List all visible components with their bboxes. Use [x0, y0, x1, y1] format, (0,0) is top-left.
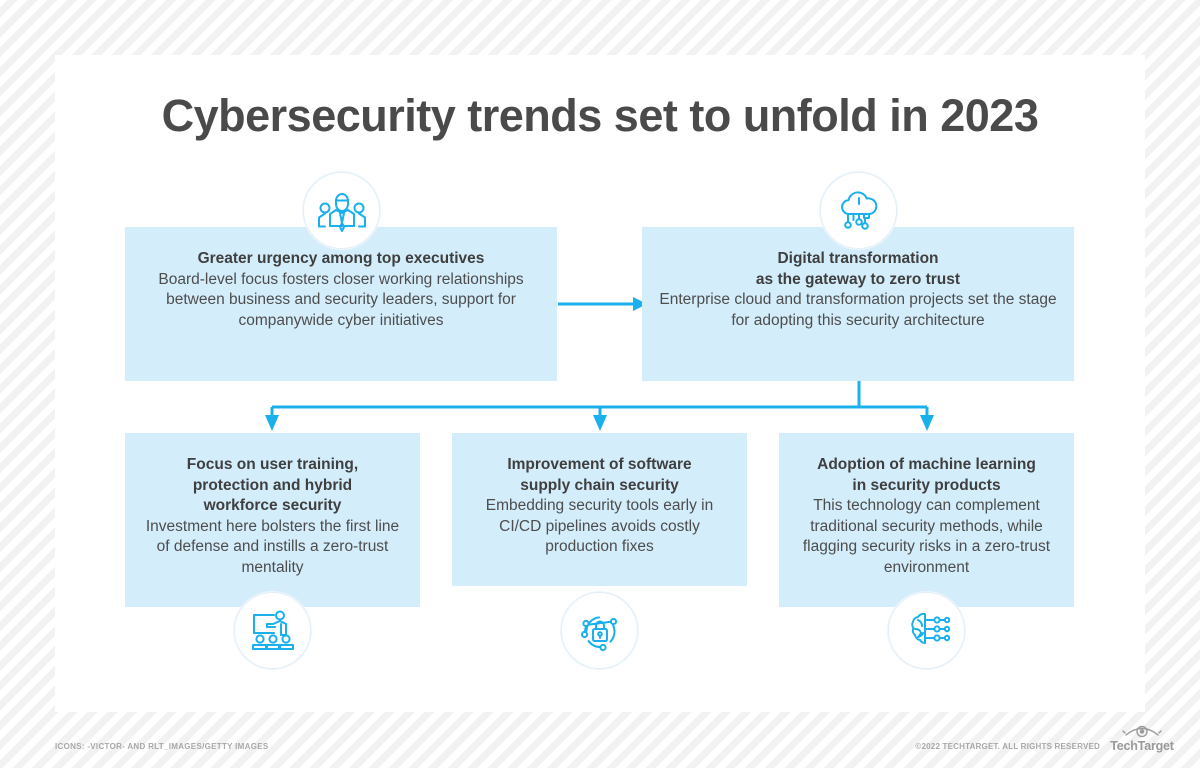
- user-training-icon: [234, 592, 311, 669]
- trend-body: This technology can complement tradition…: [802, 497, 1051, 576]
- trend-body: Enterprise cloud and transformation proj…: [659, 291, 1057, 329]
- trend-card-executives: Greater urgency among top executives Boa…: [125, 227, 557, 381]
- brain-circuit-icon: [888, 592, 965, 669]
- copyright-notice: ©2022 TECHTARGET. ALL RIGHTS RESERVED: [915, 742, 1100, 751]
- trend-heading-line2: as the gateway to zero trust: [755, 270, 961, 288]
- arrow-to-training: [265, 407, 279, 431]
- trend-card-digital-transformation: Digital transformation as the gateway to…: [642, 227, 1074, 381]
- arrow-to-supply: [593, 407, 607, 431]
- trend-heading-line1: Digital transformation: [777, 250, 939, 267]
- trend-heading-line2: protection and hybrid: [192, 476, 353, 494]
- trend-body: Investment here bolsters the first line …: [145, 517, 400, 576]
- trend-heading: Greater urgency among top executives: [197, 250, 485, 267]
- trend-heading-line1: Focus on user training,: [186, 456, 359, 473]
- icon-credit: ICONS: -VICTOR- AND RLT_IMAGES/GETTY IMA…: [55, 742, 269, 751]
- arrow-exec-to-digital: [558, 297, 647, 311]
- cloud-network-icon: [820, 172, 897, 249]
- trend-body: Embedding security tools early in CI/CD …: [485, 497, 714, 555]
- page-title: Cybersecurity trends set to unfold in 20…: [161, 90, 1039, 141]
- trend-card-supply-chain: Improvement of software supply chain sec…: [452, 433, 747, 586]
- eye-icon: [1122, 725, 1162, 738]
- techtarget-logo: TechTarget: [1106, 722, 1178, 760]
- trend-body: Board-level focus fosters closer working…: [158, 270, 524, 329]
- trend-heading-line2: in security products: [852, 476, 1001, 494]
- trend-heading-line3: workforce security: [203, 497, 342, 514]
- executive-team-icon: [303, 172, 380, 249]
- arrow-to-ml: [920, 407, 934, 431]
- trend-card-machine-learning: Adoption of machine learning in security…: [779, 433, 1074, 607]
- infographic-card: Cybersecurity trends set to unfold in 20…: [55, 55, 1145, 712]
- padlock-network-icon: [561, 592, 638, 669]
- brand-name: TechTarget: [1110, 739, 1174, 753]
- trend-heading-line1: Adoption of machine learning: [817, 456, 1036, 473]
- trend-heading-line2: supply chain security: [520, 476, 679, 494]
- trend-card-user-training: Focus on user training, protection and h…: [125, 433, 420, 607]
- trend-heading-line1: Improvement of software: [507, 456, 692, 473]
